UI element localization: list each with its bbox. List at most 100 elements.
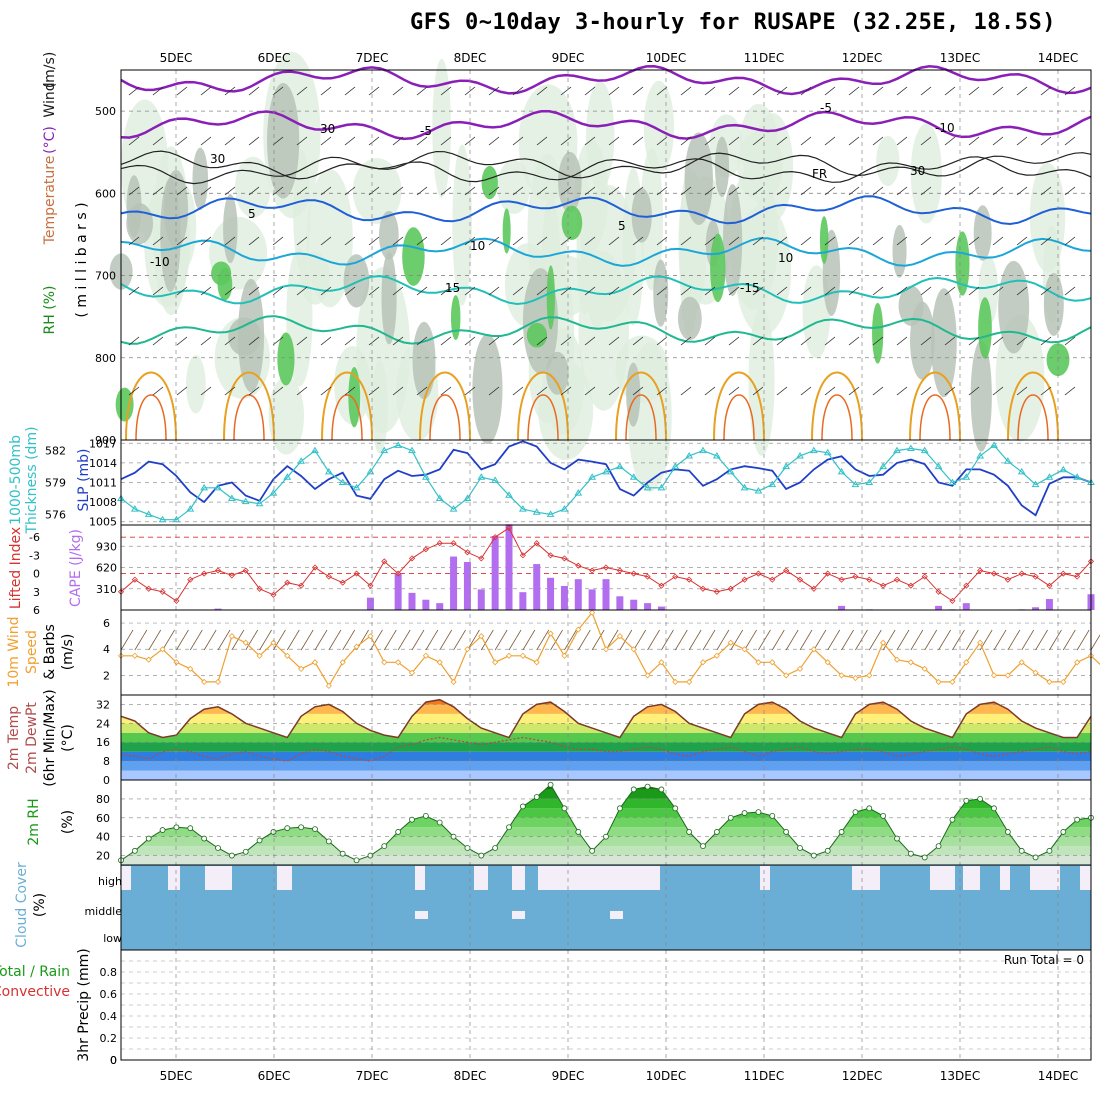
- thickness-line: [120, 444, 1092, 521]
- li-point: [644, 573, 651, 580]
- temp-band: [121, 713, 1091, 724]
- warm-contour: [223, 371, 275, 441]
- wind-point: [339, 659, 346, 666]
- temp-tick: 16: [96, 736, 110, 749]
- wind-barb: [872, 86, 884, 96]
- thickness-point: [809, 446, 818, 454]
- pressure-tick: 700: [95, 270, 116, 283]
- wind-barb: [993, 629, 1007, 651]
- wind-barb: [224, 186, 236, 196]
- wind-barb: [488, 186, 500, 196]
- warm-contour: [723, 394, 755, 441]
- cloud-level-label: low: [103, 932, 122, 945]
- cloud-clear: [474, 866, 488, 890]
- wind-barb: [383, 629, 397, 651]
- li-point: [256, 585, 263, 592]
- wind-barb: [200, 386, 212, 396]
- wind-barb: [674, 629, 688, 651]
- wind-barb: [920, 186, 932, 196]
- wind-point: [187, 665, 194, 672]
- thickness-point: [158, 515, 167, 523]
- chart-title: GFS 0~10day 3-hourly for RUSAPE (32.25E,…: [410, 10, 1057, 35]
- cloud-level-label: high: [98, 875, 122, 888]
- wind-point: [325, 682, 332, 689]
- date-label-top: 13DEC: [940, 51, 980, 65]
- rh-shade: [115, 387, 134, 422]
- rh-shade: [653, 259, 669, 327]
- rh-shade: [343, 254, 370, 308]
- wind-point: [852, 674, 859, 682]
- li-point: [214, 567, 222, 574]
- wind-barb: [824, 236, 836, 246]
- wind-barb: [344, 236, 356, 246]
- thickness-point: [1031, 480, 1040, 488]
- wind-barb: [1062, 629, 1076, 651]
- wind-barb: [272, 186, 284, 196]
- li-point: [1060, 570, 1067, 577]
- rh-shade: [126, 175, 142, 238]
- rh-shade: [998, 260, 1030, 354]
- wind-barb: [896, 136, 908, 146]
- rh-point: [616, 805, 623, 812]
- wind-barb: [584, 86, 596, 96]
- date-label-bottom: 11DEC: [744, 1069, 784, 1083]
- wind-point: [644, 672, 651, 679]
- wind-barb: [704, 86, 716, 96]
- wind-point: [616, 633, 623, 640]
- thickness-point: [130, 505, 139, 512]
- wind-barb: [824, 136, 836, 146]
- wind-barb: [464, 286, 476, 296]
- li-point: [381, 558, 388, 565]
- li-point: [963, 582, 970, 589]
- wind-barb: [512, 136, 524, 146]
- wind-barb: [1076, 629, 1090, 651]
- rh-shade: [643, 80, 675, 174]
- wind-barb: [344, 136, 356, 146]
- wind-barb: [200, 186, 212, 196]
- wind-barb: [848, 136, 860, 146]
- rh-point: [991, 805, 997, 812]
- wind-barb: [744, 629, 757, 651]
- wind-point: [284, 652, 291, 659]
- li-point: [145, 585, 152, 592]
- wind-barb: [872, 186, 884, 196]
- wind-barb: [522, 629, 536, 651]
- li-point: [838, 576, 845, 583]
- wind-barb: [320, 236, 332, 246]
- thickness-point: [671, 462, 680, 470]
- wind-barb: [680, 86, 692, 96]
- wind-barb: [248, 186, 260, 196]
- wind-barb: [896, 86, 908, 96]
- wind-barb: [591, 629, 605, 651]
- wind-point: [824, 659, 831, 666]
- li-point: [450, 540, 457, 547]
- rh-point: [270, 829, 277, 835]
- wind-barb: [296, 236, 308, 246]
- rh-point: [894, 835, 900, 842]
- wind-barb: [152, 186, 164, 196]
- wind-point: [880, 639, 887, 646]
- cape-bar: [547, 577, 555, 610]
- thickness-point: [560, 505, 569, 512]
- warm-contour: [321, 371, 373, 441]
- wind-barb: [248, 136, 260, 146]
- rh-point: [436, 819, 443, 826]
- precip-tick: 0.6: [100, 988, 118, 1001]
- wind-barb: [320, 386, 332, 396]
- temp-band: [121, 704, 1091, 714]
- wind-barb: [896, 286, 908, 296]
- wind-barb: [813, 629, 827, 651]
- thickness-point: [241, 497, 250, 505]
- thickness-point: [657, 483, 666, 491]
- wind-barb: [200, 336, 212, 346]
- thickness-point: [782, 462, 791, 470]
- rh-shade: [352, 158, 402, 224]
- li-point: [464, 549, 471, 556]
- wind-barb: [128, 186, 140, 196]
- warm-contour: [517, 371, 569, 441]
- rh-point: [1060, 829, 1067, 835]
- wind-barb: [608, 136, 620, 146]
- wind-point: [381, 659, 388, 666]
- wind-barb: [633, 629, 647, 651]
- temp-tick: 0: [103, 774, 110, 787]
